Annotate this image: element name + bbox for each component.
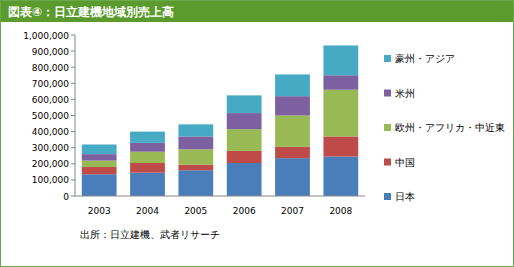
bar-segment xyxy=(178,165,213,171)
x-tick-label: 2007 xyxy=(281,206,304,216)
bar-segment xyxy=(227,113,262,129)
y-tick xyxy=(71,99,75,100)
legend-label: 中国 xyxy=(395,157,415,168)
y-tick xyxy=(71,179,75,180)
x-tick-label: 2006 xyxy=(233,206,256,216)
x-axis xyxy=(75,196,365,197)
y-tick-label: 500,000 xyxy=(32,111,69,121)
bar-segment xyxy=(130,173,165,196)
legend-swatch xyxy=(384,124,391,131)
y-tick-label: 300,000 xyxy=(32,143,69,153)
y-tick-label: 1,000,000 xyxy=(23,31,69,41)
y-tick-label: 100,000 xyxy=(32,175,69,185)
bar-segment xyxy=(227,151,262,163)
y-tick xyxy=(71,131,75,132)
y-tick xyxy=(71,51,75,52)
bar-segment xyxy=(323,136,358,156)
y-tick xyxy=(71,196,75,197)
x-tick-label: 2008 xyxy=(329,206,352,216)
bar-segment xyxy=(275,96,310,115)
x-tick-label: 2005 xyxy=(184,206,207,216)
bar-segment xyxy=(275,147,310,158)
bar-segment xyxy=(82,144,117,154)
bar-segment xyxy=(130,152,165,163)
y-tick-label: 700,000 xyxy=(32,79,69,89)
y-tick xyxy=(71,83,75,84)
bar-segment xyxy=(82,154,117,160)
frame xyxy=(1,1,514,267)
bar-segment xyxy=(275,158,310,196)
bar-segment xyxy=(227,163,262,196)
legend-label: 欧州・アフリカ・中近東 xyxy=(395,122,505,133)
y-tick xyxy=(71,163,75,164)
bar-segment xyxy=(323,157,358,196)
legend-label: 日本 xyxy=(395,191,415,202)
legend-swatch xyxy=(384,159,391,166)
bar-segment xyxy=(227,95,262,113)
y-tick xyxy=(71,67,75,68)
bar-segment xyxy=(323,90,358,137)
bar-segment xyxy=(178,136,213,149)
legend-swatch xyxy=(384,90,391,97)
bar-segment xyxy=(275,74,310,96)
y-tick-label: 600,000 xyxy=(32,95,69,105)
bar-segment xyxy=(323,45,358,75)
bar-segment xyxy=(130,143,165,152)
y-tick-label: 200,000 xyxy=(32,159,69,169)
legend-swatch xyxy=(384,55,391,62)
legend-label: 豪州・アジア xyxy=(395,53,455,64)
bar-segment xyxy=(82,161,117,167)
x-tick-label: 2004 xyxy=(136,206,159,216)
bar-segment xyxy=(178,149,213,164)
y-tick-label: 900,000 xyxy=(32,47,69,57)
bar-segment xyxy=(178,170,213,196)
bar-segment xyxy=(82,167,117,174)
bar-segment xyxy=(130,132,165,143)
bar-segment xyxy=(178,124,213,136)
source-note: 出所：日立建機、武者リサーチ xyxy=(80,229,220,240)
legend-swatch xyxy=(384,193,391,200)
header-bar xyxy=(1,1,513,22)
y-tick-label: 400,000 xyxy=(32,127,69,137)
y-tick xyxy=(71,115,75,116)
bars xyxy=(82,45,358,196)
y-tick-label: 800,000 xyxy=(32,63,69,73)
title: 図表④：日立建機地域別売上高 xyxy=(8,5,174,19)
y-axis xyxy=(75,35,76,196)
bar-segment xyxy=(275,116,310,147)
y-tick-label: 0 xyxy=(63,192,69,202)
bar-segment xyxy=(82,174,117,196)
y-tick xyxy=(71,35,75,36)
x-tick-label: 2003 xyxy=(88,206,111,216)
bar-segment xyxy=(323,75,358,89)
y-tick xyxy=(71,147,75,148)
bar-segment xyxy=(130,163,165,173)
bar-segment xyxy=(227,129,262,151)
chart: 図表④：日立建機地域別売上高 0 100,000 200,000 300,000 400,… xyxy=(0,0,514,267)
legend-label: 米州 xyxy=(395,88,415,99)
